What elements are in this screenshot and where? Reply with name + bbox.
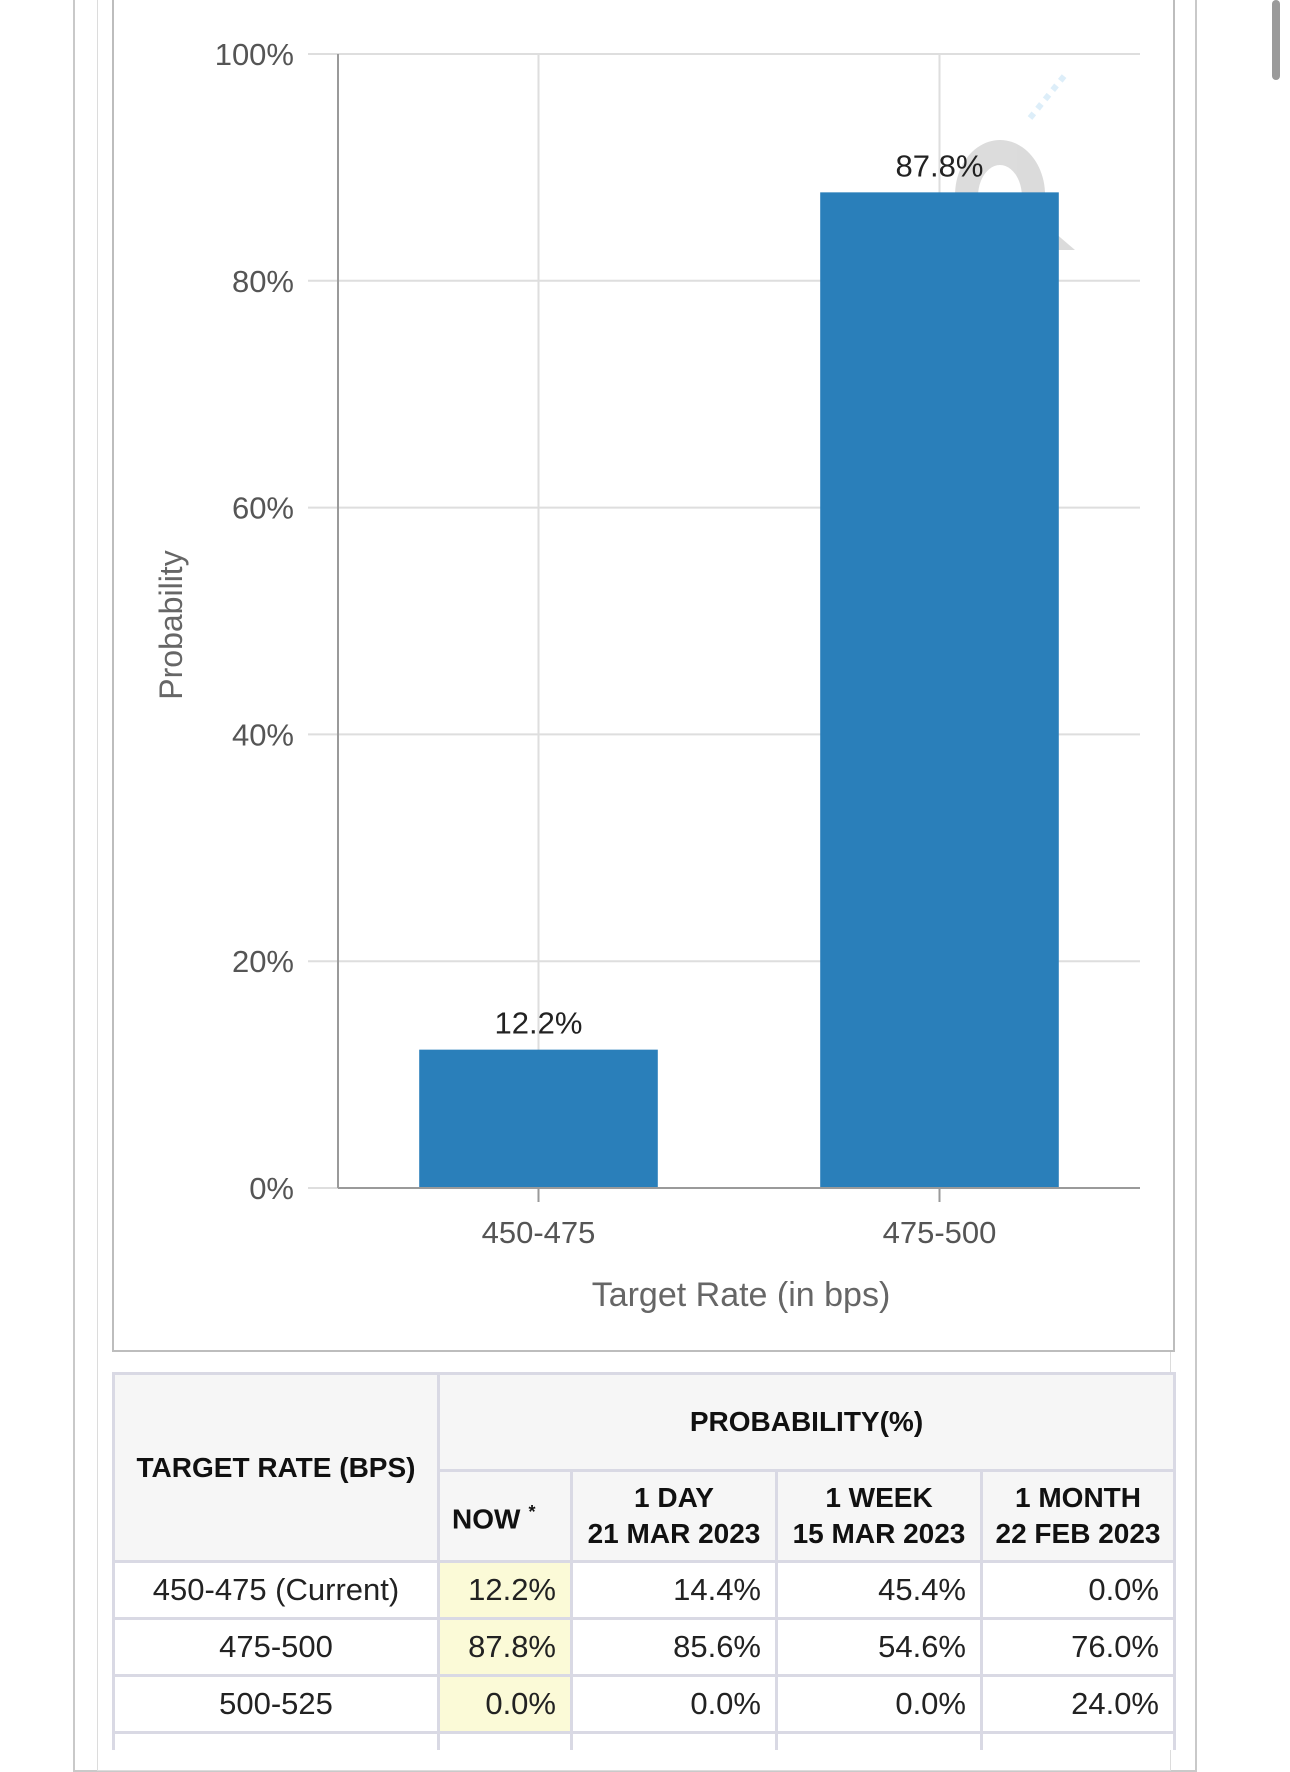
probability-header: PROBABILITY(%): [437, 1372, 1176, 1472]
x-tick-label: 475-500: [883, 1215, 997, 1250]
col-1month-header: 1 MONTH 22 FEB 2023: [980, 1468, 1176, 1564]
y-tick-label: 100%: [215, 37, 294, 72]
bar: [820, 192, 1059, 1188]
rate-cell: 450-475 (Current): [112, 1560, 440, 1620]
bar-value-label: 12.2%: [495, 1006, 583, 1041]
month-value-cell: 24.0%: [980, 1674, 1176, 1734]
probability-table: TARGET RATE (BPS) PROBABILITY(%) NOW * 1 …: [112, 1372, 1176, 1750]
y-tick-labels: 0% 20% 40% 60% 80% 100%: [215, 37, 294, 1206]
rate-cell: 500-525: [112, 1674, 440, 1734]
x-axis-label: Target Rate (in bps): [592, 1276, 891, 1314]
col-now-header: NOW *: [437, 1468, 573, 1564]
bars: 12.2% 87.8%: [419, 148, 1059, 1188]
now-value-cell: 87.8%: [437, 1617, 573, 1677]
col-1day-header: 1 DAY 21 MAR 2023: [570, 1468, 778, 1564]
col-1week-header: 1 WEEK 15 MAR 2023: [775, 1468, 983, 1564]
now-value-cell: 0.0%: [437, 1674, 573, 1734]
month-value-cell: 76.0%: [980, 1617, 1176, 1677]
week-value-cell: 0.0%: [775, 1674, 983, 1734]
y-tick-label: 0%: [249, 1171, 294, 1206]
table-row: 450-475 (Current) 12.2% 14.4% 45.4% 0.0%: [112, 1560, 1176, 1620]
scrollbar-thumb[interactable]: [1272, 0, 1280, 80]
week-value-cell: 54.6%: [775, 1617, 983, 1677]
y-axis-label: Probability: [153, 550, 189, 699]
rate-cell: 475-500: [112, 1617, 440, 1677]
month-value-cell: 0.0%: [980, 1560, 1176, 1620]
y-tick-label: 80%: [232, 264, 294, 299]
week-value-cell: 45.4%: [775, 1560, 983, 1620]
y-tick-label: 20%: [232, 944, 294, 979]
day-value-cell: 14.4%: [570, 1560, 778, 1620]
y-tick-label: 60%: [232, 491, 294, 526]
y-tick-label: 40%: [232, 717, 294, 752]
table-row-partial: [112, 1731, 1176, 1750]
x-tick-labels: 450-475 475-500: [482, 1188, 997, 1250]
day-value-cell: 85.6%: [570, 1617, 778, 1677]
table-row: 475-500 87.8% 85.6% 54.6% 76.0%: [112, 1617, 1176, 1677]
now-value-cell: 12.2%: [437, 1560, 573, 1620]
day-value-cell: 0.0%: [570, 1674, 778, 1734]
bar-value-label: 87.8%: [896, 148, 984, 183]
x-tick-label: 450-475: [482, 1215, 596, 1250]
table-row: 500-525 0.0% 0.0% 0.0% 24.0%: [112, 1674, 1176, 1734]
target-rate-header: TARGET RATE (BPS): [112, 1372, 440, 1563]
bar: [419, 1049, 658, 1188]
